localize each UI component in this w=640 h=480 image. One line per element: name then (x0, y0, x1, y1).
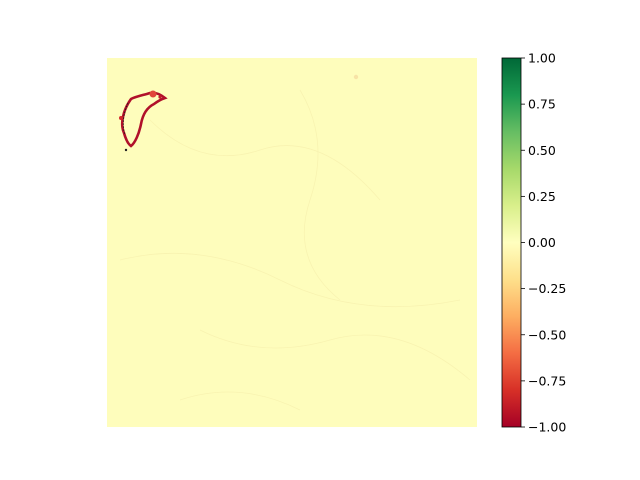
colorbar-tick-label: −0.50 (528, 327, 566, 342)
colorbar-tick-label: 0.00 (528, 235, 556, 250)
colorbar-tick-label: 0.50 (528, 143, 556, 158)
colorbar-tick-label: −1.00 (528, 420, 566, 435)
colorbar-tick-label: 1.00 (528, 51, 556, 66)
colorbar: 1.00 0.75 0.50 0.25 0.00 −0.25 −0.50 −0.75 −1.00 (501, 51, 566, 435)
colorbar-tick-label: 0.75 (528, 97, 556, 112)
heatmap-background (107, 58, 477, 427)
colorbar-tick-label: 0.25 (528, 189, 556, 204)
heatmap-texture (119, 89, 471, 411)
heatmap (107, 58, 477, 427)
small-blob (353, 74, 359, 80)
negative-region-outline (119, 90, 168, 152)
colorbar-gradient (501, 57, 522, 428)
colorbar-tick-label: −0.75 (528, 373, 566, 388)
colorbar-tick-label: −0.25 (528, 281, 566, 296)
colorbar-ticks: 1.00 0.75 0.50 0.25 0.00 −0.25 −0.50 −0.75 −1.00 (521, 51, 566, 435)
